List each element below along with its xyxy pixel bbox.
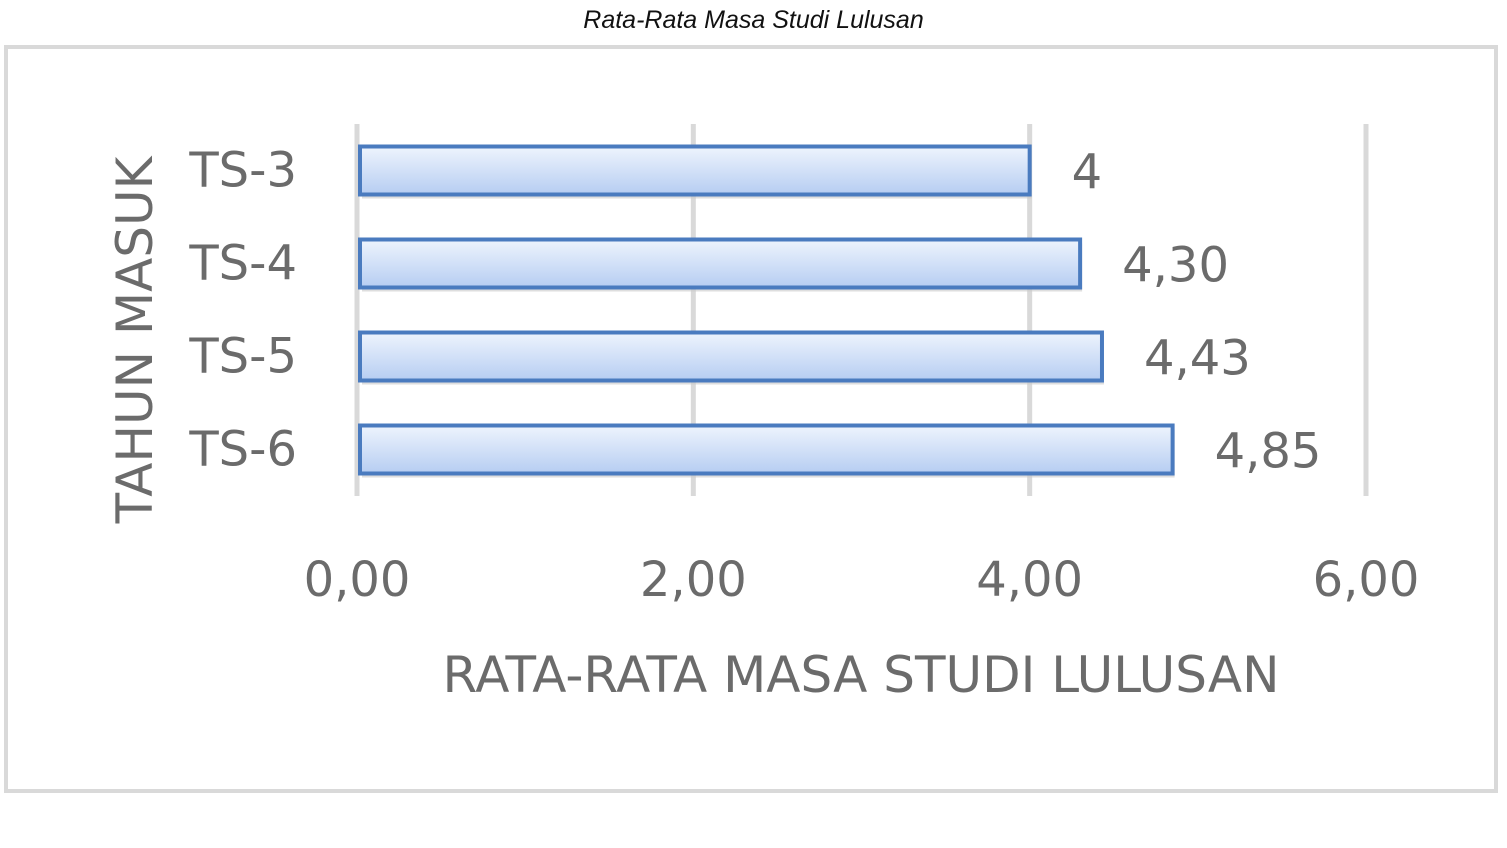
category-labels: TS-3 TS-4 TS-5 TS-6: [188, 143, 297, 478]
category-label: TS-5: [188, 329, 297, 385]
x-axis-title: RATA-RATA MASA STUDI LULUSAN: [443, 646, 1280, 704]
category-label: TS-6: [188, 422, 297, 478]
x-tick-label: 0,00: [304, 552, 411, 608]
x-tick-label: 6,00: [1313, 552, 1420, 608]
bar-ts-6: [358, 423, 1175, 476]
category-label: TS-4: [188, 236, 297, 292]
bar-ts-3: [358, 144, 1032, 197]
x-tick-labels: 0,00 2,00 4,00 6,00: [304, 552, 1420, 608]
y-axis-title: TAHUN MASUK: [106, 155, 164, 524]
data-label: 4,43: [1144, 331, 1251, 387]
category-label: TS-3: [188, 143, 297, 199]
bar-ts-4: [358, 237, 1083, 290]
bar-ts-5: [358, 330, 1104, 383]
data-labels: 4 4,30 4,43 4,85: [1072, 145, 1322, 480]
figure-caption: Rata-Rata Masa Studi Lulusan: [583, 6, 924, 34]
x-tick-label: 4,00: [976, 552, 1083, 608]
data-label: 4: [1072, 145, 1103, 201]
bars: [358, 144, 1175, 478]
x-tick-label: 2,00: [640, 552, 747, 608]
data-label: 4,30: [1122, 238, 1229, 294]
data-label: 4,85: [1215, 424, 1322, 480]
